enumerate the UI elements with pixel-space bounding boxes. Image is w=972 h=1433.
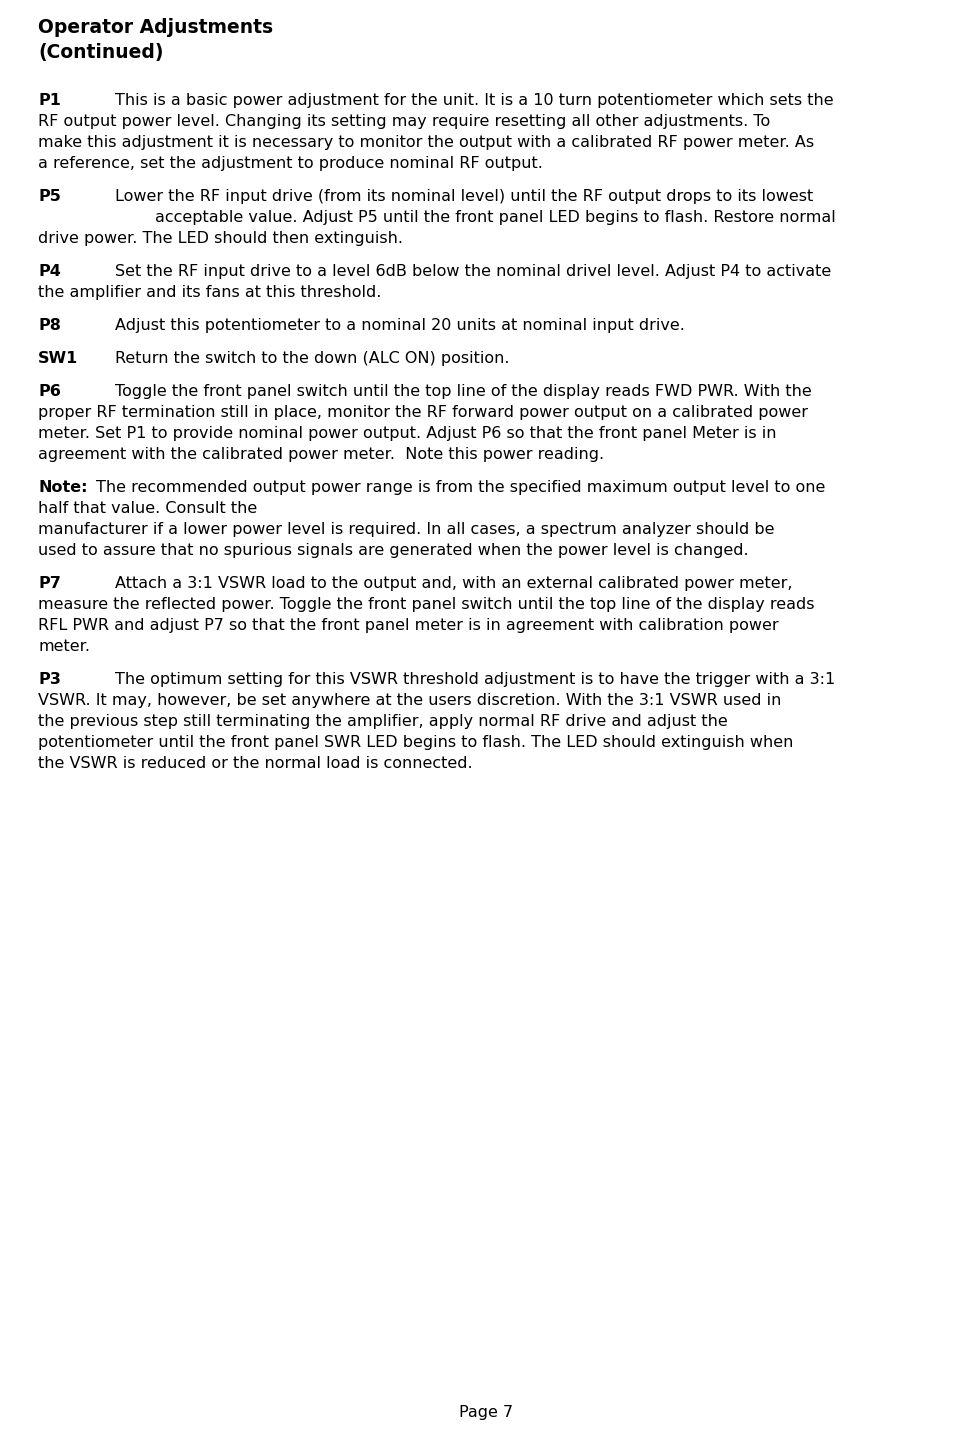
Text: used to assure that no spurious signals are generated when the power level is ch: used to assure that no spurious signals … — [38, 543, 748, 557]
Text: meter. Set P1 to provide nominal power output. Adjust P6 so that the front panel: meter. Set P1 to provide nominal power o… — [38, 426, 777, 440]
Text: proper RF termination still in place, monitor the RF forward power output on a c: proper RF termination still in place, mo… — [38, 404, 808, 420]
Text: (Continued): (Continued) — [38, 43, 163, 62]
Text: measure the reflected power. Toggle the front panel switch until the top line of: measure the reflected power. Toggle the … — [38, 596, 815, 612]
Text: The optimum setting for this VSWR threshold adjustment is to have the trigger wi: The optimum setting for this VSWR thresh… — [115, 672, 835, 686]
Text: Note:: Note: — [38, 480, 87, 494]
Text: make this adjustment it is necessary to monitor the output with a calibrated RF : make this adjustment it is necessary to … — [38, 135, 815, 149]
Text: Set the RF input drive to a level 6dB below the nominal drivel level. Adjust P4 : Set the RF input drive to a level 6dB be… — [115, 264, 831, 278]
Text: RF output power level. Changing its setting may require resetting all other adju: RF output power level. Changing its sett… — [38, 113, 770, 129]
Text: Adjust this potentiometer to a nominal 20 units at nominal input drive.: Adjust this potentiometer to a nominal 2… — [115, 318, 685, 332]
Text: Lower the RF input drive (from its nominal level) until the RF output drops to i: Lower the RF input drive (from its nomin… — [115, 189, 814, 203]
Text: SW1: SW1 — [38, 351, 79, 365]
Text: Return the switch to the down (ALC ON) position.: Return the switch to the down (ALC ON) p… — [115, 351, 509, 365]
Text: acceptable value. Adjust P5 until the front panel LED begins to flash. Restore n: acceptable value. Adjust P5 until the fr… — [155, 209, 836, 225]
Text: a reference, set the adjustment to produce nominal RF output.: a reference, set the adjustment to produ… — [38, 156, 543, 171]
Text: the VSWR is reduced or the normal load is connected.: the VSWR is reduced or the normal load i… — [38, 755, 472, 771]
Text: Toggle the front panel switch until the top line of the display reads FWD PWR. W: Toggle the front panel switch until the … — [115, 384, 812, 398]
Text: Attach a 3:1 VSWR load to the output and, with an external calibrated power mete: Attach a 3:1 VSWR load to the output and… — [115, 576, 792, 590]
Text: half that value. Consult the: half that value. Consult the — [38, 500, 258, 516]
Text: P1: P1 — [38, 93, 61, 107]
Text: Page 7: Page 7 — [459, 1404, 513, 1420]
Text: P3: P3 — [38, 672, 61, 686]
Text: P8: P8 — [38, 318, 61, 332]
Text: P6: P6 — [38, 384, 61, 398]
Text: manufacturer if a lower power level is required. In all cases, a spectrum analyz: manufacturer if a lower power level is r… — [38, 522, 775, 536]
Text: meter.: meter. — [38, 639, 90, 653]
Text: RFL PWR and adjust P7 so that the front panel meter is in agreement with calibra: RFL PWR and adjust P7 so that the front … — [38, 618, 779, 632]
Text: agreement with the calibrated power meter.  Note this power reading.: agreement with the calibrated power mete… — [38, 447, 605, 461]
Text: Operator Adjustments: Operator Adjustments — [38, 19, 273, 37]
Text: VSWR. It may, however, be set anywhere at the users discretion. With the 3:1 VSW: VSWR. It may, however, be set anywhere a… — [38, 692, 781, 708]
Text: P7: P7 — [38, 576, 61, 590]
Text: the amplifier and its fans at this threshold.: the amplifier and its fans at this thres… — [38, 285, 381, 299]
Text: potentiometer until the front panel SWR LED begins to flash. The LED should exti: potentiometer until the front panel SWR … — [38, 735, 793, 749]
Text: This is a basic power adjustment for the unit. It is a 10 turn potentiometer whi: This is a basic power adjustment for the… — [115, 93, 834, 107]
Text: The recommended output power range is from the specified maximum output level to: The recommended output power range is fr… — [96, 480, 825, 494]
Text: drive power. The LED should then extinguish.: drive power. The LED should then extingu… — [38, 231, 403, 245]
Text: the previous step still terminating the amplifier, apply normal RF drive and adj: the previous step still terminating the … — [38, 714, 728, 728]
Text: P4: P4 — [38, 264, 61, 278]
Text: P5: P5 — [38, 189, 61, 203]
